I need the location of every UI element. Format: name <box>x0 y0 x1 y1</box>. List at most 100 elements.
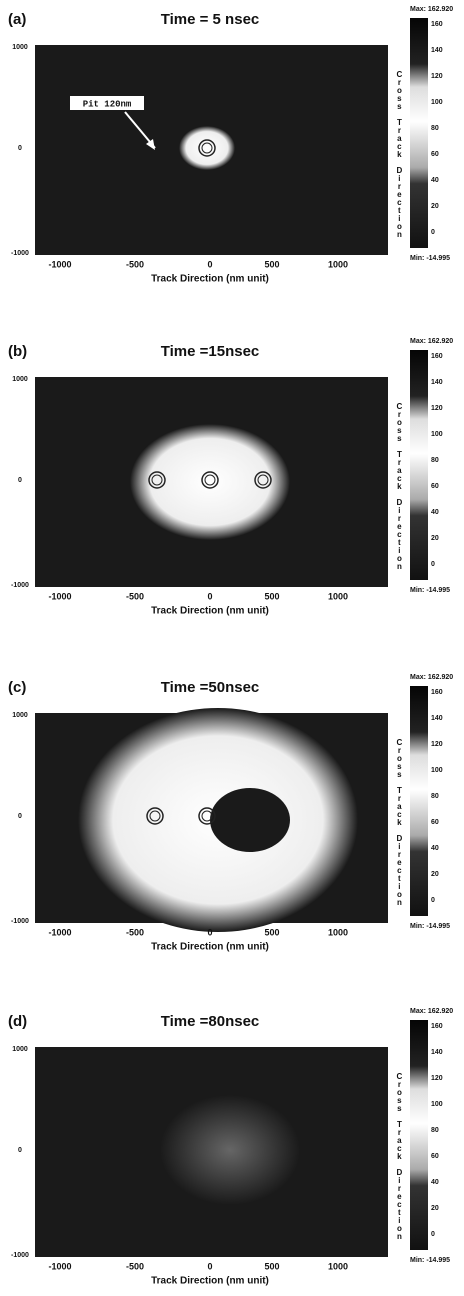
pit-outline <box>198 807 216 825</box>
colorbar-tick-label: 140 <box>431 379 443 386</box>
x-axis-label: Track Direction (nm unit) <box>151 274 269 285</box>
y-tick-label: 0 <box>18 145 22 152</box>
colorbar-tick-label: 0 <box>431 897 435 904</box>
arrow-head <box>146 139 155 150</box>
colorbar-tick-label: 140 <box>431 715 443 722</box>
y-tick-label: 1000 <box>12 1046 28 1053</box>
panel-label: (a) <box>8 11 26 28</box>
colorbar-tick-label: 160 <box>431 689 443 696</box>
y-tick-label: -1000 <box>11 1252 29 1259</box>
pit-outline <box>149 810 161 822</box>
y-axis-label: Cross Track Direction <box>395 738 404 906</box>
pit-outline <box>201 471 219 489</box>
colorbar-tick-label: 160 <box>431 21 443 28</box>
colorbar-tick-label: 20 <box>431 535 439 542</box>
colorbar-tick-label: 60 <box>431 151 439 158</box>
colorbar-tick-label: 140 <box>431 47 443 54</box>
pit-outline <box>254 471 272 489</box>
cool-spot <box>210 788 290 852</box>
panel-label: (b) <box>8 343 27 360</box>
colorbar-max: Max: 162.920 <box>410 6 453 13</box>
pit-outline <box>201 142 213 154</box>
colorbar-tick-label: 80 <box>431 457 439 464</box>
y-axis-label: Cross Track Direction <box>395 70 404 238</box>
y-tick-label: -1000 <box>11 918 29 925</box>
colorbar-tick-label: 160 <box>431 353 443 360</box>
colorbar-tick-label: 160 <box>431 1023 443 1030</box>
pit-outline <box>146 807 164 825</box>
colorbar-tick-label: 120 <box>431 1075 443 1082</box>
x-axis-label: Track Direction (nm unit) <box>151 606 269 617</box>
pit-outline <box>204 474 216 486</box>
colorbar <box>410 1020 428 1250</box>
colorbar-tick-label: 40 <box>431 177 439 184</box>
x-tick-label: 500 <box>264 591 279 601</box>
colorbar <box>410 18 428 248</box>
colorbar-tick-label: 20 <box>431 1205 439 1212</box>
x-tick-label: -1000 <box>48 1261 71 1271</box>
x-tick-label: -500 <box>126 259 144 269</box>
colorbar-tick-label: 80 <box>431 793 439 800</box>
colorbar-max: Max: 162.920 <box>410 674 453 681</box>
colorbar-tick-label: 100 <box>431 1101 443 1108</box>
colorbar-tick-label: 20 <box>431 871 439 878</box>
x-tick-label: -1000 <box>48 927 71 937</box>
x-tick-label: 0 <box>207 591 212 601</box>
x-tick-label: -500 <box>126 927 144 937</box>
colorbar-max: Max: 162.920 <box>410 1008 453 1015</box>
x-tick-label: 500 <box>264 259 279 269</box>
colorbar-tick-label: 60 <box>431 1153 439 1160</box>
panel-title: Time =15nsec <box>161 343 260 360</box>
colorbar-tick-label: 60 <box>431 483 439 490</box>
y-tick-label: 0 <box>18 813 22 820</box>
x-tick-label: -500 <box>126 591 144 601</box>
colorbar-tick-label: 0 <box>431 229 435 236</box>
colorbar-tick-label: 0 <box>431 1231 435 1238</box>
pit-outline <box>257 474 269 486</box>
x-tick-label: -1000 <box>48 259 71 269</box>
panel-title: Time = 5 nsec <box>161 11 260 28</box>
colorbar-tick-label: 80 <box>431 1127 439 1134</box>
colorbar-tick-label: 40 <box>431 509 439 516</box>
pit-outline <box>198 139 216 157</box>
colorbar-tick-label: 60 <box>431 819 439 826</box>
x-tick-label: 500 <box>264 1261 279 1271</box>
x-tick-label: 0 <box>207 1261 212 1271</box>
colorbar-tick-label: 140 <box>431 1049 443 1056</box>
y-tick-label: -1000 <box>11 250 29 257</box>
y-tick-label: 0 <box>18 477 22 484</box>
y-tick-label: 0 <box>18 1147 22 1154</box>
colorbar-tick-label: 80 <box>431 125 439 132</box>
panel-label: (d) <box>8 1013 27 1030</box>
x-tick-label: 1000 <box>328 927 348 937</box>
x-axis-label: Track Direction (nm unit) <box>151 942 269 953</box>
pit-outline <box>201 810 213 822</box>
x-axis-label: Track Direction (nm unit) <box>151 1276 269 1287</box>
hot-spot <box>179 126 235 170</box>
colorbar-tick-label: 120 <box>431 405 443 412</box>
panel-title: Time =50nsec <box>161 679 260 696</box>
annotation-box <box>70 96 144 110</box>
colorbar-tick-label: 40 <box>431 1179 439 1186</box>
colorbar-tick-label: 100 <box>431 431 443 438</box>
y-tick-label: 1000 <box>12 712 28 719</box>
x-tick-label: 0 <box>207 259 212 269</box>
colorbar-tick-label: 100 <box>431 99 443 106</box>
panel-label: (c) <box>8 679 26 696</box>
colorbar-tick-label: 0 <box>431 561 435 568</box>
x-tick-label: 500 <box>264 927 279 937</box>
pit-outline <box>148 471 166 489</box>
x-tick-label: -500 <box>126 1261 144 1271</box>
panel: (c) Time =50nsec -1000 -500 0 500 1000 Track Di… <box>8 674 453 953</box>
x-tick-label: -1000 <box>48 591 71 601</box>
colorbar-min: Min: -14.995 <box>410 587 450 594</box>
colorbar-tick-label: 120 <box>431 73 443 80</box>
panel: (a) Time = 5 nsec Pit 120nm -1000 -500 0 500 10… <box>8 6 453 285</box>
pit-outline <box>151 474 163 486</box>
colorbar-tick-label: 120 <box>431 741 443 748</box>
y-tick-label: 1000 <box>12 376 28 383</box>
y-axis-label: Cross Track Direction <box>395 402 404 570</box>
